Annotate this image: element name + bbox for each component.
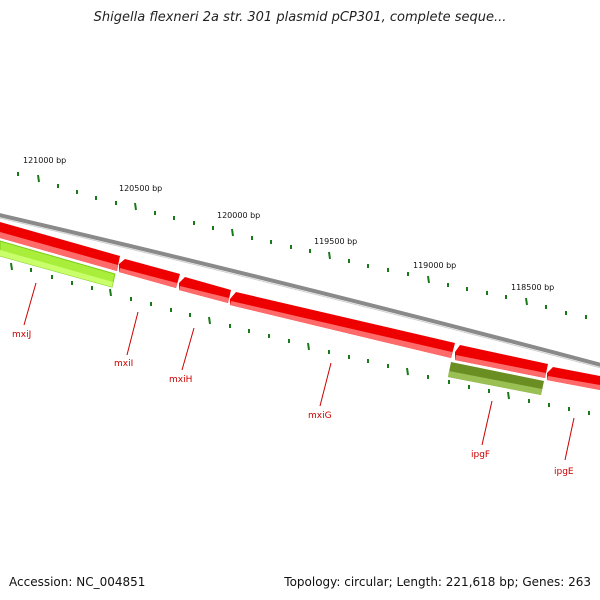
gene-label-ipgF: ipgF [471, 450, 490, 460]
gene-labels: mxiJ mxiI mxiH mxiG ipgF ipgE [12, 330, 574, 477]
topology-summary: Topology: circular; Length: 221,618 bp; … [284, 575, 591, 589]
gene-ipgE-arrow-shade [547, 376, 600, 390]
gene-label-mxiJ: mxiJ [12, 330, 31, 340]
gene-mxiI-arrow-shade [119, 268, 177, 288]
tick-label-119000: 119000 bp [413, 261, 456, 270]
accession-label: Accession: NC_004851 [9, 575, 146, 589]
tick-label-118500: 118500 bp [511, 283, 554, 292]
backbone-arc-highlight [0, 217, 600, 369]
tick-label-119500: 119500 bp [314, 237, 357, 246]
inner-tick-row [10, 262, 590, 415]
tick-label-121000: 121000 bp [23, 156, 66, 165]
backbone-arc [0, 213, 600, 367]
gene-tracks [0, 222, 600, 395]
tick-labels: 121000 bp 120500 bp 120000 bp 119500 bp … [23, 156, 554, 292]
gene-mxiH-arrow-shade [179, 286, 229, 303]
gene-mxiG-arrow-shade [230, 301, 452, 358]
tick-label-120000: 120000 bp [217, 211, 260, 220]
gene-label-mxiG: mxiG [308, 411, 332, 421]
gene-left-arrow-shade [0, 232, 118, 271]
gene-red-arrow-mid-shade [455, 355, 546, 378]
gene-mxiJ-arrow-shade [0, 250, 113, 287]
map-title: Shigella flexneri 2a str. 301 plasmid pC… [93, 10, 507, 25]
gene-ipgF-arrow-shade [448, 371, 542, 395]
gene-label-ipgE: ipgE [554, 467, 574, 477]
tick-label-120500: 120500 bp [119, 184, 162, 193]
outer-tick-row [17, 172, 587, 319]
gene-leader-lines [23, 282, 575, 461]
gene-label-mxiI: mxiI [114, 359, 133, 369]
gene-label-mxiH: mxiH [169, 375, 192, 385]
